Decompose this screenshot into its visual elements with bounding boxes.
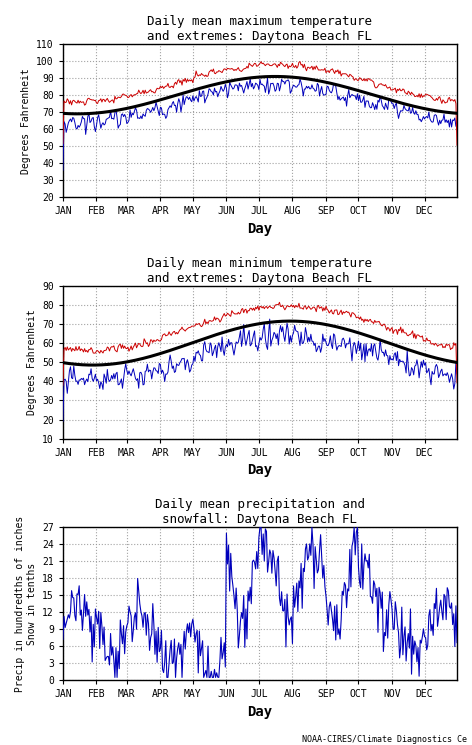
Y-axis label: Degrees Fahrenheit: Degrees Fahrenheit xyxy=(26,309,37,415)
X-axis label: Day: Day xyxy=(247,222,272,235)
Y-axis label: Degrees Fahrenheit: Degrees Fahrenheit xyxy=(21,68,31,174)
Title: Daily mean maximum temperature
and extremes: Daytona Beach FL: Daily mean maximum temperature and extre… xyxy=(147,15,372,43)
X-axis label: Day: Day xyxy=(247,463,272,478)
Title: Daily mean minimum temperature
and extremes: Daytona Beach FL: Daily mean minimum temperature and extre… xyxy=(147,256,372,285)
Y-axis label: Precip in hundredths of inches
Snow in tenths: Precip in hundredths of inches Snow in t… xyxy=(15,516,37,692)
X-axis label: Day: Day xyxy=(247,705,272,719)
Text: NOAA-CIRES/Climate Diagnostics Ce: NOAA-CIRES/Climate Diagnostics Ce xyxy=(302,735,467,744)
Title: Daily mean precipitation and
snowfall: Daytona Beach FL: Daily mean precipitation and snowfall: D… xyxy=(155,498,365,526)
